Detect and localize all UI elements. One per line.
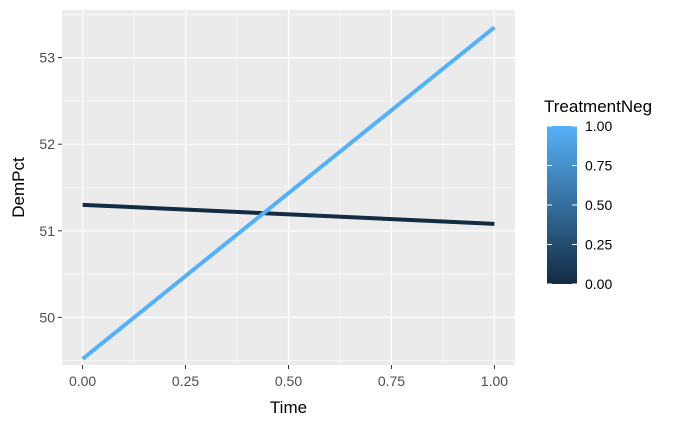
x-tick-label: 0.75 (378, 373, 405, 389)
y-axis-title: DemPct (9, 157, 28, 218)
x-tick-label: 0.50 (275, 373, 302, 389)
x-axis-title: Time (270, 398, 307, 417)
legend: TreatmentNeg 0.00 0.25 0.50 0.75 1.00 (544, 97, 652, 292)
legend-tick-label: 0.25 (585, 237, 612, 253)
y-axis: 50 51 52 53 (39, 50, 62, 326)
y-tick-label: 50 (39, 309, 55, 325)
legend-title: TreatmentNeg (544, 97, 652, 116)
y-tick-label: 51 (39, 223, 55, 239)
x-axis: 0.00 0.25 0.50 0.75 1.00 (69, 365, 508, 389)
y-tick-label: 52 (39, 136, 55, 152)
y-tick-label: 53 (39, 50, 55, 66)
legend-tick-label: 1.00 (585, 118, 612, 134)
legend-tick-label: 0.75 (585, 158, 612, 174)
x-tick-label: 0.25 (172, 373, 199, 389)
x-tick-label: 0.00 (69, 373, 96, 389)
legend-tick-label: 0.50 (585, 197, 612, 213)
x-tick-label: 1.00 (481, 373, 508, 389)
legend-tick-label: 0.00 (585, 276, 612, 292)
